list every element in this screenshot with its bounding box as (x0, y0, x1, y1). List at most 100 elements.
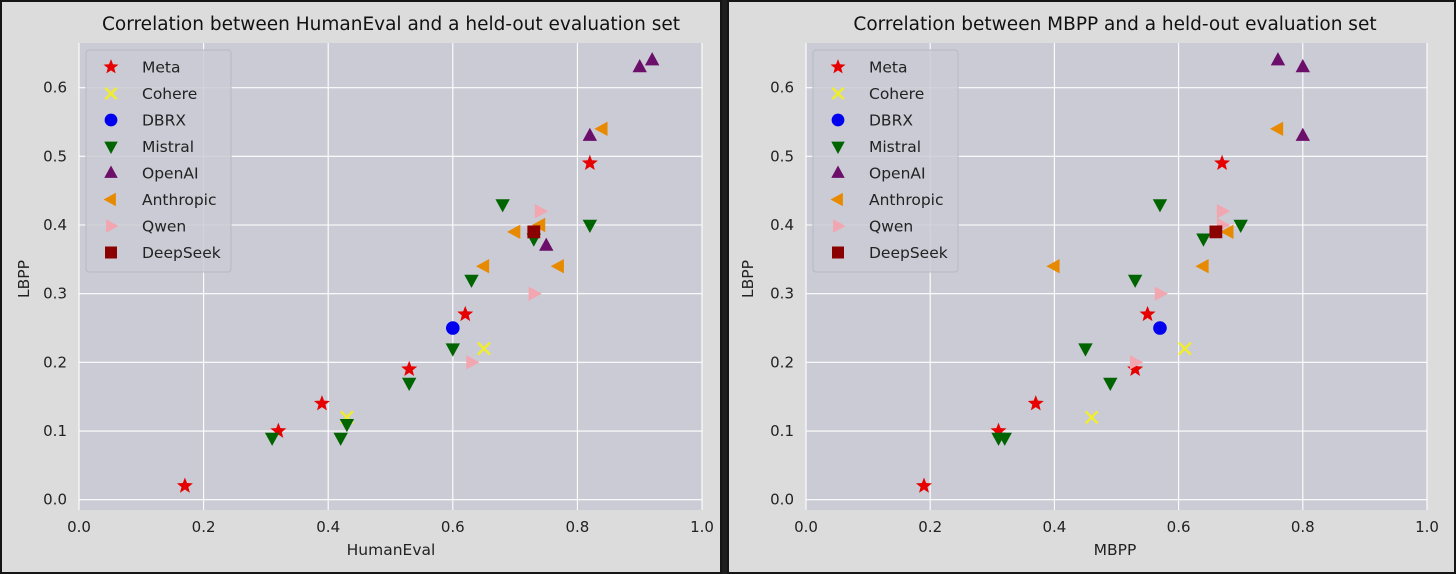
point-openai (644, 52, 660, 66)
legend-box (85, 49, 232, 273)
legend-label-mistral: Mistral (142, 138, 194, 156)
x-tick-label: 0.8 (565, 518, 589, 536)
chart-title: Correlation between MBPP and a held-out … (853, 14, 1376, 35)
point-anthropic (507, 224, 521, 240)
legend: Meta Cohere DBRX Mistral OpenAI Anthropic Qwen… (812, 49, 959, 273)
point-meta (1127, 360, 1144, 377)
y-tick-label: 0.4 (43, 216, 67, 234)
x-tick-label: 0.2 (192, 518, 216, 536)
point-meta (990, 422, 1007, 438)
y-axis-label: LBPP (739, 260, 757, 298)
point-anthropic (550, 259, 564, 274)
legend-label-dbrx: DBRX (142, 112, 186, 130)
point-mistral (1078, 343, 1093, 357)
point-deepseek (527, 225, 541, 239)
legend-box (812, 49, 959, 273)
point-qwen (534, 204, 549, 219)
y-tick-label: 0.1 (770, 422, 794, 440)
point-anthropic (475, 259, 490, 274)
chart-mbpp-svg: 0.0 0.2 0.4 0.6 0.8 1.00.00.10.20.30.40.50.6 … (739, 14, 1439, 559)
point-anthropic (1269, 121, 1284, 137)
legend-marker-qwen (106, 219, 119, 233)
legend-marker-deepseek (105, 246, 117, 259)
legend-label-cohere: Cohere (869, 85, 924, 103)
grid (78, 43, 703, 510)
point-openai (1295, 127, 1310, 141)
y-tick-label: 0.3 (43, 285, 67, 303)
x-tick-label: 0.4 (1042, 518, 1066, 536)
chart-humaneval: 0.0 0.2 0.4 0.6 0.8 1.0 0.0 0.1 0.2 0.3 0.4 0.5 0.6 … (0, 0, 722, 574)
x-tick-label: 1.0 (1415, 518, 1439, 536)
point-meta (1027, 395, 1044, 411)
point-mistral (1152, 199, 1168, 213)
ticks: 0.0 0.2 0.4 0.6 0.8 1.0 0.0 0.1 0.2 0.3 0.4 0.5 0.6 (770, 79, 1439, 536)
legend-marker-openai (831, 165, 845, 178)
legend-label-meta: Meta (142, 59, 181, 77)
point-openai (1270, 52, 1286, 66)
chart-humaneval-svg: 0.0 0.2 0.4 0.6 0.8 1.00.00.10.20.30.40.50.6 … (15, 14, 714, 559)
chart-mbpp: 0.0 0.2 0.4 0.6 0.8 1.0 0.0 0.1 0.2 0.3 0.4 0.5 0.6 … (727, 0, 1456, 574)
legend-label-deepseek: DeepSeek (142, 244, 221, 262)
point-meta (313, 395, 330, 411)
legend-label-openai: OpenAI (142, 165, 199, 183)
data-points (176, 52, 660, 493)
y-tick-label: 0.4 (770, 216, 794, 234)
legend-label-anthropic: Anthropic (869, 191, 944, 209)
point-dbrx (1153, 321, 1167, 335)
y-tick-label: 0.3 (770, 285, 794, 303)
x-tick-label: 1.0 (690, 518, 714, 536)
legend-marker-anthropic (103, 192, 116, 207)
point-qwen (528, 286, 542, 301)
point-mistral (1103, 377, 1118, 391)
point-mistral (1196, 233, 1211, 247)
point-meta (270, 422, 287, 438)
point-cohere (1084, 410, 1099, 425)
point-qwen (1154, 286, 1168, 301)
legend: Meta Cohere DBRX Mistral OpenAI Anthropic Qwen… (85, 49, 232, 273)
point-anthropic (1046, 259, 1060, 274)
ticks: 0.0 0.2 0.4 0.6 0.8 1.0 0.0 0.1 0.2 0.3 0.4 0.5 0.6 (43, 79, 714, 536)
point-qwen (1129, 355, 1144, 370)
legend-marker-anthropic (830, 192, 843, 207)
point-openai (539, 237, 554, 251)
x-axis-label: MBPP (1094, 541, 1137, 559)
x-tick-label: 0.8 (1291, 518, 1315, 536)
point-cohere (477, 341, 491, 356)
legend-marker-openai (104, 165, 118, 178)
point-mistral (464, 274, 479, 288)
x-tick-label: 0.0 (67, 518, 91, 536)
point-mistral (264, 432, 280, 446)
point-mistral (1127, 274, 1143, 288)
legend-marker-mistral (104, 141, 118, 154)
point-mistral (333, 432, 348, 446)
point-qwen (466, 355, 480, 370)
data-points (916, 52, 1310, 493)
legend-label-qwen: Qwen (869, 218, 913, 236)
point-anthropic (594, 121, 608, 137)
legend-marker-mistral (831, 141, 845, 154)
y-tick-label: 0.6 (770, 79, 794, 97)
legend-marker-meta (830, 59, 846, 74)
legend-label-deepseek: DeepSeek (869, 244, 948, 262)
y-tick-label: 0.2 (770, 353, 794, 371)
point-anthropic (1220, 224, 1234, 240)
x-axis-label: HumanEval (347, 541, 436, 559)
point-cohere (1177, 341, 1192, 356)
point-meta (1214, 154, 1231, 170)
point-mistral (445, 343, 460, 357)
legend-label-meta: Meta (869, 59, 908, 77)
point-meta (401, 360, 418, 377)
chart-title: Correlation between HumanEval and a held… (102, 14, 680, 35)
legend-marker-dbrx (104, 113, 118, 127)
legend-label-mistral: Mistral (869, 138, 921, 156)
legend-label-anthropic: Anthropic (142, 191, 217, 209)
legend-label-qwen: Qwen (142, 218, 186, 236)
legend-label-openai: OpenAI (869, 165, 926, 183)
point-meta (176, 477, 193, 493)
x-tick-label: 0.4 (316, 518, 340, 536)
point-meta (457, 305, 474, 322)
point-openai (1295, 59, 1310, 73)
point-mistral (1233, 219, 1248, 233)
point-mistral (401, 377, 417, 391)
y-tick-label: 0.1 (43, 422, 67, 440)
